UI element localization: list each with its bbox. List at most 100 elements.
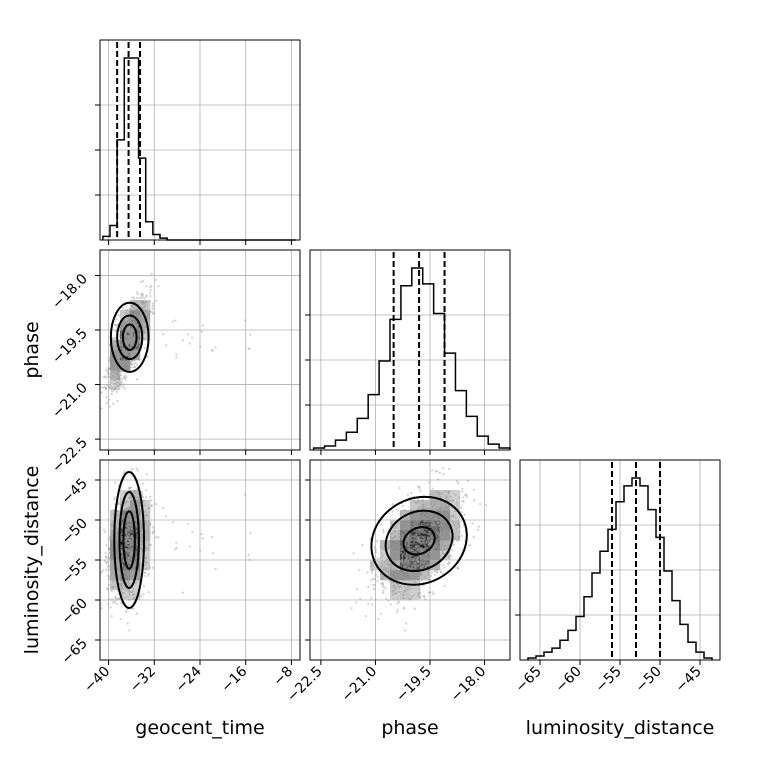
scatter-point — [130, 330, 134, 333]
scatter-point — [128, 351, 132, 354]
scatter-point — [131, 336, 134, 339]
scatter-point — [116, 528, 119, 531]
scatter-point — [445, 528, 448, 531]
scatter-point — [122, 566, 125, 569]
scatter-point — [145, 300, 148, 303]
scatter-point — [116, 558, 119, 561]
scatter-point — [116, 369, 119, 372]
scatter-point — [108, 367, 111, 370]
scatter-point — [429, 552, 432, 555]
scatter-point — [148, 566, 151, 569]
scatter-point — [126, 573, 129, 576]
scatter-point — [128, 339, 131, 342]
scatter-point — [138, 340, 141, 343]
scatter-point — [412, 551, 415, 554]
scatter-point — [386, 543, 389, 546]
density-cell — [410, 510, 421, 521]
scatter-point — [132, 507, 135, 511]
scatter-point — [409, 549, 412, 552]
scatter-point — [123, 348, 126, 351]
scatter-point — [127, 339, 131, 343]
scatter-point — [405, 519, 408, 522]
scatter-point — [108, 575, 111, 578]
scatter-point — [395, 508, 398, 512]
scatter-point — [139, 317, 142, 320]
scatter-point — [435, 507, 438, 510]
scatter-point — [141, 322, 145, 325]
scatter-point — [111, 369, 114, 372]
scatter-point — [126, 521, 129, 524]
scatter-point — [134, 312, 137, 315]
scatter-point — [125, 349, 128, 353]
scatter-point — [128, 546, 131, 549]
scatter-point — [433, 503, 436, 507]
density-cell — [430, 520, 441, 531]
scatter-point — [408, 519, 411, 522]
scatter-point — [104, 530, 107, 533]
scatter-point — [113, 366, 116, 369]
scatter-point — [112, 508, 115, 512]
scatter-point — [128, 362, 131, 365]
scatter-point — [138, 329, 142, 332]
scatter-point — [138, 573, 141, 576]
scatter-point — [131, 338, 134, 341]
scatter-point — [120, 338, 123, 341]
density-cell — [440, 520, 451, 531]
scatter-point — [108, 536, 112, 539]
scatter-point — [114, 353, 117, 356]
scatter-point — [137, 314, 140, 317]
scatter-point — [181, 339, 185, 342]
scatter-point — [371, 583, 374, 586]
scatter-point — [198, 345, 202, 348]
scatter-point — [373, 583, 377, 587]
scatter-point — [113, 364, 116, 368]
scatter-point — [132, 508, 135, 511]
scatter-point — [111, 523, 114, 526]
scatter-point — [113, 323, 116, 326]
scatter-point — [425, 512, 429, 515]
scatter-point — [440, 492, 444, 495]
scatter-point — [128, 337, 131, 341]
scatter-point — [129, 332, 132, 335]
scatter-point — [129, 347, 132, 350]
scatter-point — [428, 481, 431, 484]
scatter-point — [127, 317, 131, 320]
scatter-point — [394, 587, 397, 590]
scatter-point — [414, 566, 417, 569]
scatter-point — [188, 342, 191, 345]
scatter-point — [129, 578, 132, 581]
scatter-point — [136, 291, 139, 294]
scatter-point — [123, 377, 126, 380]
scatter-point — [126, 559, 129, 562]
scatter-point — [118, 339, 121, 342]
scatter-point — [397, 533, 400, 536]
y-tick-label: −22.5 — [49, 435, 91, 477]
scatter-point — [126, 544, 130, 548]
scatter-point — [128, 307, 131, 311]
scatter-point — [131, 575, 134, 579]
scatter-point — [138, 509, 142, 512]
x-axis-label-geocent-time: geocent_time — [135, 717, 264, 739]
scatter-point — [120, 377, 124, 380]
scatter-point — [421, 513, 424, 516]
scatter-point — [154, 502, 158, 506]
scatter-point — [130, 505, 133, 508]
scatter-point — [144, 309, 148, 313]
scatter-point — [128, 542, 131, 545]
density-cell — [410, 590, 421, 601]
scatter-point — [430, 499, 434, 503]
scatter-point — [133, 306, 136, 310]
scatter-point — [461, 487, 464, 490]
scatter-point — [122, 350, 125, 353]
scatter-point — [136, 312, 139, 316]
scatter-point — [450, 549, 454, 552]
scatter-point — [138, 336, 141, 339]
scatter-point — [121, 558, 124, 561]
scatter-point — [112, 360, 115, 363]
scatter-point — [137, 332, 140, 336]
scatter-point — [141, 306, 144, 309]
scatter-point — [142, 302, 145, 305]
scatter-point — [423, 555, 426, 558]
scatter-point — [450, 501, 453, 504]
scatter-point — [140, 292, 144, 295]
